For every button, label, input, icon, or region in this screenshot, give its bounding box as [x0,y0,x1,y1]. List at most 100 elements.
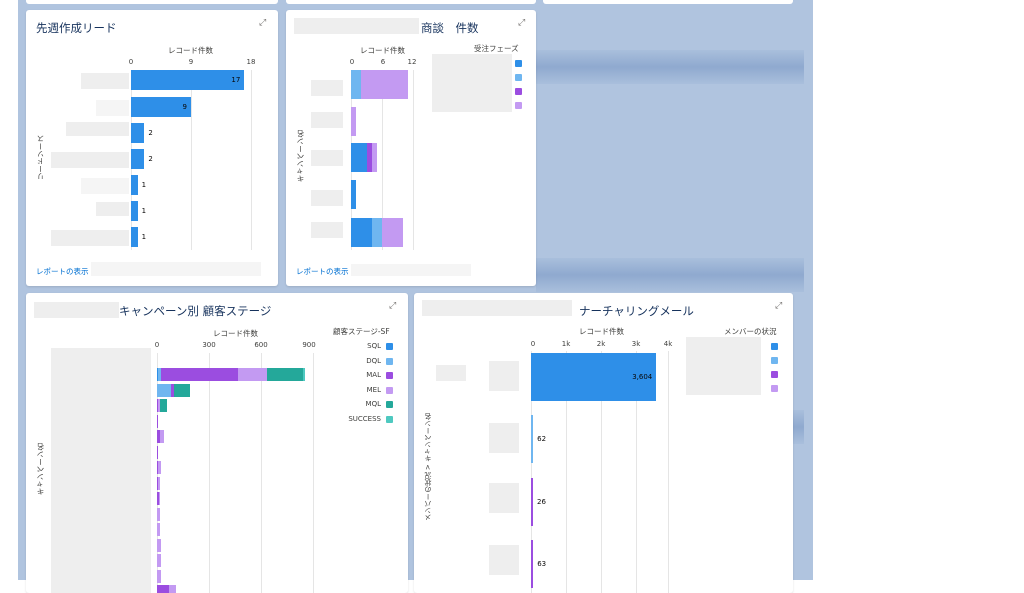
data-label: 1 [141,207,147,215]
dashboard-card-last-week-leads: 先週作成リード ⤢ レコード件数 リードソース 0 9 18 17 9 2 2 1 1 1 … [26,10,278,286]
legend-swatch [771,371,778,378]
legend-swatch [515,102,522,109]
chart-bar-segment [160,399,168,412]
expand-icon[interactable]: ⤢ [775,301,783,311]
chart-bar-segment [157,430,161,443]
card-edge [286,0,536,4]
data-label: 9 [182,103,187,111]
redacted-label [489,423,519,453]
redacted-label [311,112,343,128]
chart-bar-segment [351,70,362,99]
redacted-label [81,73,129,89]
chart-bar-segment [351,143,367,172]
card-title: ナーチャリングメール [579,304,694,318]
chart-bar [131,123,145,143]
y-axis-title: メンバーの状況 > キャンペーン名 [424,413,432,522]
chart-bar-segment [157,585,170,593]
x-tick-label: 3k [631,340,641,348]
redacted-category-labels [51,348,151,593]
chart-bar-segment [351,218,372,247]
redacted-label [311,222,343,238]
x-axis-title: レコード件数 [168,46,213,55]
x-tick-label: 600 [254,341,268,349]
chart-bar [131,70,245,90]
chart-bar-segment [157,538,162,552]
gridline [413,70,414,250]
card-title: 先週作成リード [36,21,117,35]
data-label: 17 [231,76,241,84]
redacted-link [91,262,261,276]
chart-bar-segment [160,430,164,443]
chart-bar-segment [170,383,175,397]
x-axis-title: レコード件数 [213,329,258,338]
dashboard-card-opportunity-count: 商談 件数 ⤢ レコード件数 キャンペーン名 受注フェーズ 0 6 12 レポー… [286,10,536,286]
redacted-label [489,483,519,513]
gridline [636,351,637,593]
chart-bar-segment [351,107,357,136]
chart-bar-segment [157,507,160,521]
view-report-link[interactable]: レポートの表示 [296,267,349,276]
card-title: キャンペーン別 顧客ステージ [119,304,272,318]
legend-label: SUCCESS [348,414,381,423]
x-axis-title: レコード件数 [360,46,405,55]
view-report-link[interactable]: レポートの表示 [36,267,89,276]
legend-label: DQL [366,356,381,365]
data-label: 63 [537,560,547,568]
chart-bar-segment [157,476,160,490]
x-tick-label: 0 [349,58,355,66]
x-tick-label: 300 [202,341,216,349]
chart-bar-segment [361,70,408,99]
chart-bar [131,227,138,247]
legend-label: MAL [366,371,381,379]
chart-bar-segment [371,218,382,247]
x-tick-label: 1k [561,340,571,348]
legend-swatch [386,401,393,408]
chart-bar [531,353,657,401]
redacted-label [51,152,129,168]
chart-bar-segment [382,218,403,247]
chart-bar [531,478,533,526]
x-tick-label: 18 [246,58,256,66]
x-tick-label: 0 [128,58,134,66]
gridline [261,353,262,593]
chart-bar-segment [157,569,162,583]
chart-bar-segment [157,492,159,505]
redacted-label [51,230,129,246]
redacted-label [81,178,129,194]
expand-icon[interactable]: ⤢ [389,301,397,311]
legend-swatch [515,88,522,95]
dashboard-card-nurturing-mail: ナーチャリングメール ⤢ レコード件数 メンバーの状況 > キャンペーン名 メン… [414,293,793,593]
gridline [566,351,567,593]
chart-bar-segment [366,143,372,172]
gridline [209,353,210,593]
legend-swatch [515,60,522,67]
chart-bar [531,540,534,588]
expand-icon[interactable]: ⤢ [259,18,267,28]
chart-bar-segment [351,180,357,209]
legend-title: 顧客ステージ-SF [333,327,390,336]
redacted-label [96,202,129,216]
data-label: 2 [148,129,153,137]
x-tick-label: 900 [302,341,316,349]
redacted-label [489,361,519,391]
chart-bar-segment [157,368,162,381]
chart-bar-segment [303,368,306,381]
chart-bar-segment [161,368,238,381]
background-band [536,50,804,84]
gridline [382,70,383,250]
legend-title: メンバーの状況 [724,327,777,336]
chart-bar-segment [157,445,158,459]
x-tick-label: 4k [663,340,673,348]
x-tick-label: 9 [188,58,194,66]
chart-bar-segment [157,368,158,381]
legend-swatch [386,343,393,350]
chart-bar-segment [174,383,190,397]
data-label: 26 [537,498,546,506]
chart-bar-segment [157,523,160,536]
chart-bar-segment [169,585,177,593]
legend-swatch [386,415,393,423]
expand-icon[interactable]: ⤢ [518,18,526,28]
card-title: 商談 件数 [421,21,479,35]
redacted-label [311,190,343,206]
redacted-title [422,300,572,316]
